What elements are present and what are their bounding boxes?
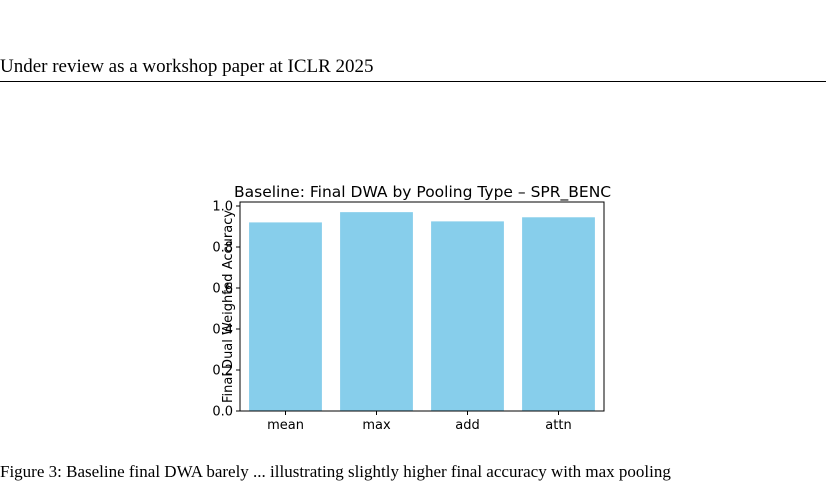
bar-add	[431, 221, 504, 411]
x-tick-label-attn: attn	[545, 418, 571, 433]
bar-mean	[249, 222, 322, 411]
y-tick-label-4: 0.8	[212, 241, 233, 256]
y-axis-label: Final Dual Weighted Accuracy	[221, 210, 236, 403]
x-tick-label-max: max	[362, 418, 391, 433]
x-tick-label-add: add	[455, 418, 479, 433]
figure-caption: Figure 3: Baseline final DWA barely ... …	[0, 462, 671, 481]
y-tick-label-5: 1.0	[212, 200, 233, 215]
x-tick-label-mean: mean	[267, 418, 304, 433]
y-tick-label-0: 0.0	[212, 405, 233, 420]
y-tick-label-3: 0.6	[212, 282, 233, 297]
bar-max	[340, 212, 413, 411]
chart-title: Baseline: Final DWA by Pooling Type – SP…	[234, 183, 611, 202]
bar-attn	[522, 217, 595, 411]
header-rule	[0, 81, 826, 82]
y-tick-label-1: 0.2	[212, 364, 233, 379]
running-header: Under review as a workshop paper at ICLR…	[0, 56, 374, 77]
plot-frame	[239, 201, 605, 412]
y-tick-label-2: 0.4	[212, 323, 233, 338]
